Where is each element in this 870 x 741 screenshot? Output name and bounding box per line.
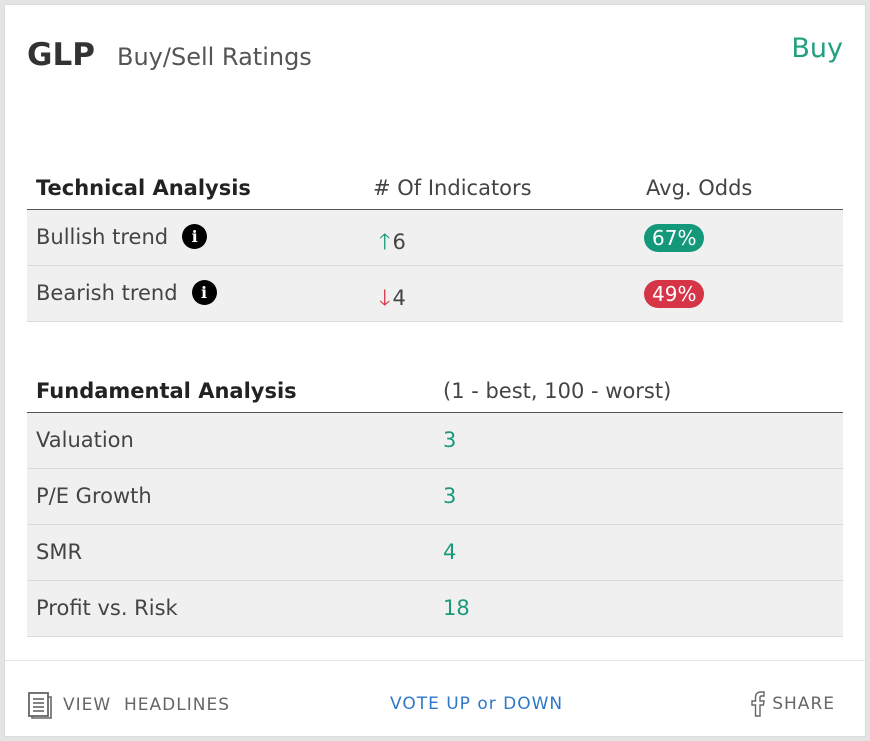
smr-value: 4 bbox=[443, 540, 457, 564]
table-row: P/E Growth 3 bbox=[27, 469, 843, 525]
card-subtitle: Buy/Sell Ratings bbox=[117, 43, 312, 71]
profit-vs-risk-value: 18 bbox=[443, 596, 470, 620]
ticker-symbol: GLP bbox=[27, 37, 95, 73]
document-icon bbox=[28, 692, 52, 719]
overall-rating: Buy bbox=[791, 33, 843, 64]
valuation-label: Valuation bbox=[36, 428, 134, 452]
technical-header-row: Technical Analysis # Of Indicators Avg. … bbox=[27, 175, 843, 210]
fundamental-analysis-heading: Fundamental Analysis bbox=[36, 379, 297, 403]
bearish-odds-badge: 49% bbox=[644, 280, 705, 308]
fundamental-header-row: Fundamental Analysis (1 - best, 100 - wo… bbox=[27, 378, 843, 413]
bullish-count: 6 bbox=[392, 230, 406, 254]
bearish-trend-label: Bearish trend bbox=[36, 281, 178, 305]
table-row: Valuation 3 bbox=[27, 413, 843, 469]
technical-analysis-table: Technical Analysis # Of Indicators Avg. … bbox=[27, 175, 843, 322]
table-row: SMR 4 bbox=[27, 525, 843, 581]
card-footer: VIEW HEADLINES VOTE UP or DOWN SHARE bbox=[5, 660, 865, 737]
pe-growth-value: 3 bbox=[443, 484, 457, 508]
facebook-icon bbox=[751, 691, 766, 717]
fundamental-analysis-table: Fundamental Analysis (1 - best, 100 - wo… bbox=[27, 378, 843, 637]
bearish-count: 4 bbox=[392, 286, 406, 310]
technical-analysis-heading: Technical Analysis bbox=[36, 176, 251, 200]
indicator-count: 🡓4 bbox=[379, 281, 406, 319]
row-label: Bearish trend i bbox=[36, 279, 217, 307]
share-label: SHARE bbox=[772, 694, 835, 714]
bullish-trend-label: Bullish trend bbox=[36, 225, 169, 249]
bearish-trend-row: Bearish trend i 🡓4 49% bbox=[27, 266, 843, 322]
profit-vs-risk-label: Profit vs. Risk bbox=[36, 596, 178, 620]
table-row: Profit vs. Risk 18 bbox=[27, 581, 843, 637]
indicators-heading: # Of Indicators bbox=[373, 176, 532, 200]
info-icon[interactable]: i bbox=[182, 223, 208, 249]
view-headlines-label: VIEW HEADLINES bbox=[63, 695, 230, 715]
ratings-card: GLP Buy/Sell Ratings Buy Technical Analy… bbox=[4, 4, 866, 737]
info-icon[interactable]: i bbox=[191, 279, 217, 305]
valuation-value: 3 bbox=[443, 428, 457, 452]
bullish-odds-badge: 67% bbox=[644, 224, 705, 252]
avg-odds-heading: Avg. Odds bbox=[646, 176, 753, 200]
bullish-trend-row: Bullish trend i 🡑6 67% bbox=[27, 210, 843, 266]
arrow-up-icon: 🡑 bbox=[379, 230, 391, 255]
row-label: Bullish trend i bbox=[36, 223, 208, 251]
view-headlines-link[interactable]: VIEW HEADLINES bbox=[27, 691, 230, 719]
indicator-count: 🡑6 bbox=[379, 225, 406, 263]
share-button[interactable]: SHARE bbox=[750, 691, 835, 717]
scale-note: (1 - best, 100 - worst) bbox=[443, 379, 672, 403]
smr-label: SMR bbox=[36, 540, 83, 564]
arrow-down-icon: 🡓 bbox=[379, 286, 391, 311]
pe-growth-label: P/E Growth bbox=[36, 484, 152, 508]
vote-up-down-link[interactable]: VOTE UP or DOWN bbox=[390, 694, 564, 714]
